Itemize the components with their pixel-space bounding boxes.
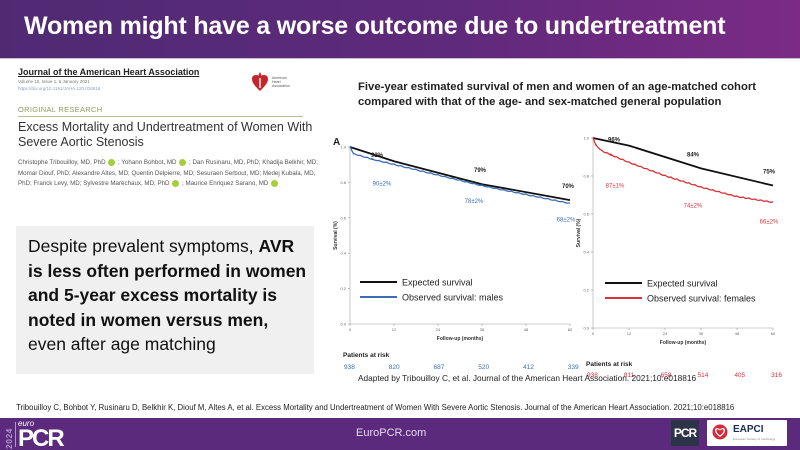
x-tick-label: 48: [735, 331, 740, 336]
legend-label: Observed survival: males: [402, 293, 504, 303]
survival-annotation: 78±2%: [465, 199, 484, 205]
risk-table-value: 405: [734, 372, 745, 379]
pcr-logo[interactable]: PCR: [671, 420, 699, 446]
journal-name[interactable]: Journal of the American Heart Associatio…: [18, 67, 200, 77]
aha-logo: American Heart Association: [251, 72, 311, 94]
y-axis-label: Survival (%): [576, 218, 582, 247]
survival-annotation: 70%: [562, 184, 575, 190]
x-tick-label: 12: [392, 327, 397, 332]
y-tick-label: 0.6: [583, 212, 589, 217]
logo-divider: [15, 422, 16, 447]
x-tick-label: 24: [436, 327, 441, 332]
x-tick-label: 12: [627, 331, 632, 336]
logo-year: 2024: [4, 428, 14, 449]
y-tick-label: 1.0: [340, 145, 346, 150]
legend-label: Observed survival: females: [647, 294, 756, 304]
risk-table-value: 938: [344, 364, 355, 371]
legend-label: Expected survival: [647, 279, 718, 289]
expected-survival-line: [592, 137, 774, 187]
y-tick-label: 0.6: [340, 215, 346, 220]
key-message-text: Despite prevalent symptoms, AVR is less …: [28, 236, 307, 354]
survival-annotation: 66±2%: [760, 220, 779, 226]
europcr-logo[interactable]: 2024 euro PCR: [4, 419, 74, 450]
x-axis-label: Follow-up (months): [660, 340, 707, 346]
legend-label: Expected survival: [402, 278, 473, 288]
orcid-icon[interactable]: [108, 158, 116, 166]
risk-table-label: Patients at risk: [343, 352, 390, 359]
survival-annotation: 92%: [371, 153, 384, 159]
survival-annotation: 74±2%: [684, 203, 703, 209]
author-list: Christophe Tribouilloy, MD, PhD ; Yohann…: [18, 158, 318, 187]
x-tick-label: 36: [480, 327, 485, 332]
risk-table-value: 412: [523, 364, 534, 371]
risk-table-value: 339: [568, 364, 579, 371]
risk-table-value: 658: [661, 372, 672, 379]
risk-table-label: Patients at risk: [586, 361, 633, 368]
y-tick-label: 1.0: [583, 136, 589, 141]
survival-charts: A 0.0 0.2 0.4 0.6 0.8 1.0 0 12 24 36 48 60 Follow-up …: [333, 136, 782, 380]
survival-annotation: 84%: [687, 152, 700, 158]
expected-survival-line: [349, 146, 571, 201]
eapci-sublabel: European Society of Cardiology: [733, 437, 776, 441]
risk-table-value: 520: [478, 364, 489, 371]
risk-table-value: 811: [624, 372, 635, 379]
orcid-icon[interactable]: [179, 158, 187, 166]
y-tick-label: 0.8: [583, 174, 589, 179]
footer-url-link[interactable]: EuroPCR.com: [356, 427, 427, 439]
x-tick-label: 24: [663, 331, 668, 336]
journal-doi-link[interactable]: https://doi.org/10.1161/JAHA.120.018816: [18, 86, 101, 91]
y-tick-label: 0.4: [583, 250, 589, 255]
survival-annotation: 96%: [608, 138, 621, 144]
x-tick-label: 48: [524, 327, 529, 332]
figure-source-note: Adapted by Tribouilloy C, et al. Journal…: [358, 373, 697, 383]
figure-title: Five-year estimated survival of men and …: [358, 81, 757, 108]
survival-annotation: 79%: [474, 168, 487, 174]
observed-survival-line: [592, 136, 774, 203]
x-tick-label: 0: [592, 331, 595, 336]
x-tick-label: 36: [699, 331, 704, 336]
x-tick-label: 0: [349, 327, 352, 332]
risk-table-value: 316: [771, 372, 782, 379]
eapci-logo[interactable]: EAPCI European Society of Cardiology: [707, 420, 787, 446]
slide-title: Women might have a worse outcome due to …: [24, 12, 726, 40]
survival-annotation: 90±2%: [373, 182, 392, 188]
survival-annotation: 68±2%: [557, 218, 576, 224]
section-label: ORIGINAL RESEARCH: [18, 105, 103, 114]
logo-euro-text: euro: [18, 419, 35, 428]
y-tick-label: 0.2: [340, 286, 346, 291]
risk-table-value: 820: [389, 364, 400, 371]
journal-volume: Volume 10, Issue 1, 5 January 2021: [18, 79, 90, 84]
journal-article-snippet: Journal of the American Heart Associatio…: [18, 64, 318, 194]
eapci-heart-icon: [712, 424, 728, 440]
x-tick-label: 60: [568, 327, 573, 332]
section-divider: [18, 116, 303, 117]
risk-table-value: 687: [434, 364, 445, 371]
risk-table-value: 938: [587, 372, 598, 379]
x-axis-label: Follow-up (months): [437, 336, 484, 342]
observed-survival-line: [349, 146, 571, 204]
logo-pcr-text: PCR: [18, 425, 65, 450]
orcid-icon[interactable]: [271, 179, 279, 187]
y-axis-label: Survival (%): [333, 221, 339, 250]
y-tick-label: 0.0: [340, 322, 346, 327]
risk-table-value: 514: [697, 372, 708, 379]
aha-logo-text: American Heart Association: [272, 76, 290, 89]
orcid-icon[interactable]: [172, 179, 180, 187]
panel-label: A: [333, 137, 340, 148]
y-tick-label: 0.4: [340, 251, 346, 256]
x-tick-label: 60: [771, 331, 776, 336]
reference-citation: Tribouilloy C, Bohbot Y, Rusinaru D, Bel…: [16, 403, 735, 412]
y-tick-label: 0.0: [583, 326, 589, 331]
survival-annotation: 87±1%: [606, 184, 625, 190]
aha-heart-torch-icon: [252, 72, 268, 91]
y-tick-label: 0.8: [340, 180, 346, 185]
y-tick-label: 0.2: [583, 288, 589, 293]
survival-annotation: 75%: [763, 170, 776, 176]
eapci-label: EAPCI: [733, 424, 764, 435]
article-title: Excess Mortality and Undertreatment of W…: [18, 120, 313, 149]
key-message-box: Despite prevalent symptoms, AVR is less …: [16, 226, 314, 374]
footer-bar: 2024 euro PCR EuroPCR.com PCR EAPCI Euro…: [0, 418, 800, 450]
header-banner: Women might have a worse outcome due to …: [0, 0, 800, 59]
